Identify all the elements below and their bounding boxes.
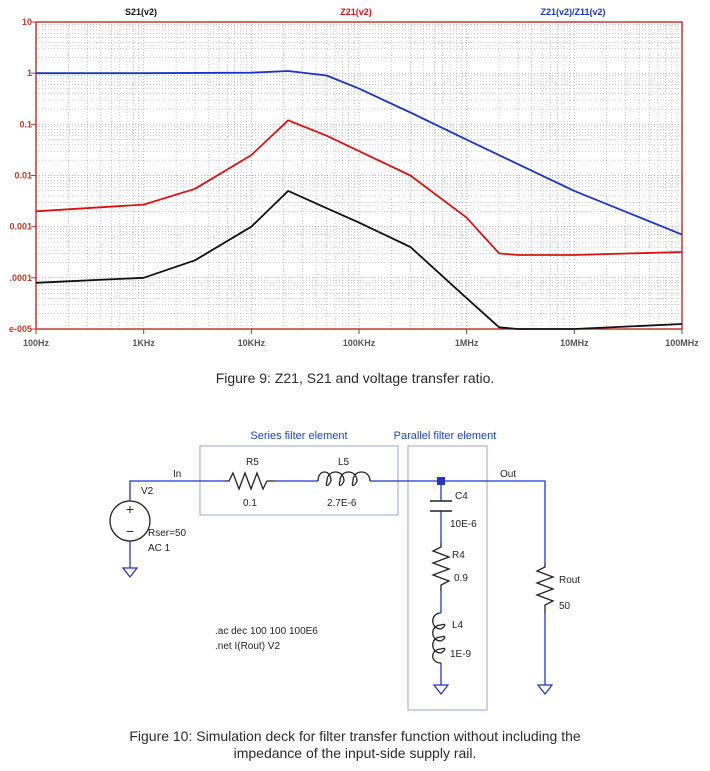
series-line-1	[35, 119, 683, 256]
legend-entry-2: Z21(v2)/Z11(v2)	[540, 7, 605, 17]
y-tick-label: e-005	[9, 324, 32, 334]
output-node-junction	[437, 477, 445, 485]
figure9-caption: Figure 9: Z21, S21 and voltage transfer …	[215, 370, 495, 386]
voltage-source-v2: + −	[109, 500, 151, 542]
series-filter-label: Series filter element	[250, 430, 347, 442]
x-axis-ticks: 100Hz 1KHz 10KHz 100KHz 1MHz 10MHz 100MHz	[23, 329, 699, 348]
r4-value-label: 0.9	[454, 573, 468, 584]
y-tick-label: 0.01	[14, 171, 32, 181]
r4-name-label: R4	[452, 550, 465, 561]
y-tick-label: .0001	[9, 273, 32, 283]
resistor-rout	[535, 563, 555, 613]
y-axis-ticks: 10 1 0.1 0.01 0.001 .0001 e-005	[9, 17, 36, 334]
net-label-out: Out	[500, 469, 516, 480]
figure9-chart: 100Hz 1KHz 10KHz 100KHz 1MHz 10MHz 100MHz 1010…	[9, 7, 699, 348]
c4-value-label: 10E-6	[450, 519, 477, 530]
l4-name-label: L4	[452, 620, 464, 631]
r5-value-label: 0.1	[243, 498, 257, 509]
svg-text:+: +	[126, 501, 134, 517]
x-tick-label: 1MHz	[455, 338, 479, 348]
x-tick-label: 10MHz	[560, 338, 589, 348]
legend-entry-0: S21(v2)	[125, 7, 157, 17]
x-tick-label: 10KHz	[238, 338, 266, 348]
x-tick-label: 100MHz	[665, 338, 699, 348]
parallel-filter-box	[407, 445, 488, 711]
ground-symbol-shunt	[432, 684, 450, 696]
source-name-label: V2	[141, 486, 154, 497]
y-tick-label: 0.1	[19, 119, 32, 129]
series-line-0	[35, 189, 683, 330]
y-tick-label: 10	[22, 17, 32, 27]
chart-series-group	[35, 70, 683, 330]
figure10-caption: Figure 10: Simulation deck for filter tr…	[0, 728, 710, 762]
x-tick-label: 100KHz	[343, 338, 376, 348]
spice-directive-net: .net I(Rout) V2	[215, 641, 280, 652]
y-tick-label: 1	[27, 68, 32, 78]
inductor-l4	[432, 612, 446, 664]
r5-name-label: R5	[246, 457, 259, 468]
legend-entry-1: Z21(v2)	[340, 7, 372, 17]
figure10-schematic: Series filter element Parallel filter el…	[109, 430, 580, 711]
l5-name-label: L5	[338, 457, 350, 468]
rout-value-label: 50	[559, 601, 571, 612]
y-tick-label: 0.001	[9, 222, 32, 232]
wire-l5-node	[370, 480, 546, 563]
schematic-wires	[129, 480, 546, 685]
wire-source-top	[129, 480, 225, 501]
net-label-in: In	[173, 469, 181, 480]
ground-symbol-load	[536, 684, 554, 696]
spice-directive-ac: .ac dec 100 100 100E6	[215, 626, 318, 637]
chart-grid	[35, 22, 682, 330]
rout-name-label: Rout	[559, 575, 580, 586]
figure10-caption-line1: Figure 10: Simulation deck for filter tr…	[129, 728, 581, 744]
source-rser-label: Rser=50	[148, 528, 187, 539]
series-line-2	[36, 70, 683, 236]
ground-symbol-source	[121, 567, 139, 579]
parallel-filter-label: Parallel filter element	[394, 430, 497, 442]
x-tick-label: 100Hz	[23, 338, 50, 348]
svg-text:−: −	[126, 523, 134, 539]
chart-legend: S21(v2) Z21(v2) Z21(v2)/Z11(v2)	[125, 7, 606, 17]
l4-value-label: 1E-9	[450, 649, 472, 660]
c4-name-label: C4	[455, 491, 468, 502]
source-ac-label: AC 1	[148, 543, 171, 554]
inductor-l5	[317, 471, 371, 487]
l5-value-label: 2.7E-6	[327, 498, 357, 509]
capacitor-c4	[430, 500, 452, 512]
figure10-caption-line2: impedance of the input-side supply rail.	[233, 745, 477, 761]
x-tick-label: 1KHz	[132, 338, 155, 348]
resistor-r5	[225, 471, 275, 491]
resistor-r4	[431, 543, 451, 591]
